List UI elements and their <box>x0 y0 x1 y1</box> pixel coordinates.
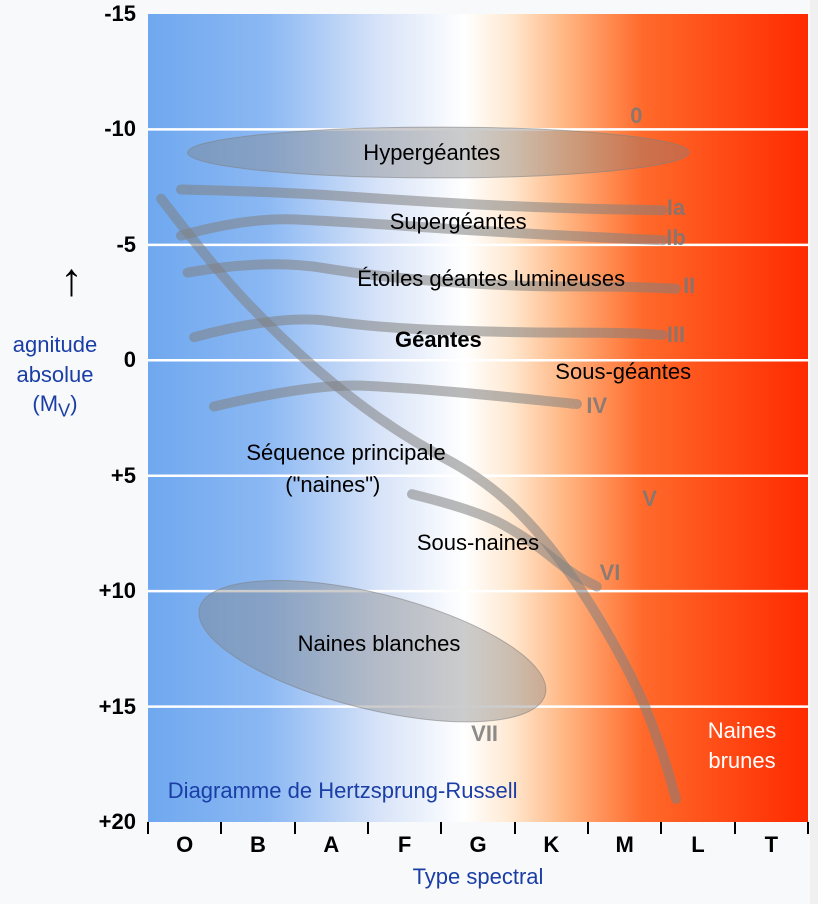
x-tick-label: M <box>615 832 633 858</box>
luminosity-class-0: 0 <box>630 103 642 129</box>
y-axis-title-close: ) <box>70 391 77 416</box>
y-axis-title-line2: absolue <box>16 362 93 387</box>
x-tick-label: A <box>323 832 339 858</box>
y-axis-arrow-icon: ↑ <box>60 252 83 306</box>
x-tick-mark <box>147 822 149 834</box>
region-label-subgiants: Sous-géantes <box>555 359 691 385</box>
x-axis-title: Type spectral <box>413 864 544 890</box>
brown-dwarfs-label: Nainesbrunes <box>708 716 776 778</box>
luminosity-class-VI: VI <box>600 560 621 586</box>
region-label-white_dwarfs: Naines blanches <box>298 631 461 657</box>
x-tick-mark <box>660 822 662 834</box>
y-tick-label: +5 <box>56 463 136 489</box>
y-tick-label: -10 <box>56 116 136 142</box>
y-tick-label: -15 <box>56 1 136 27</box>
x-tick-mark <box>294 822 296 834</box>
x-tick-mark <box>440 822 442 834</box>
y-axis-title-line3: (M <box>32 391 58 416</box>
x-tick-label: F <box>398 832 411 858</box>
y-axis-title-subscript: V <box>58 400 70 421</box>
x-tick-label: G <box>469 832 486 858</box>
region-label-bright_giants: Étoiles géantes lumineuses <box>357 266 625 292</box>
luminosity-class-Ia: Ia <box>667 195 685 221</box>
y-tick-label: +20 <box>56 809 136 835</box>
region-label-main_seq2: ("naines") <box>285 472 380 498</box>
plot-area <box>148 14 808 822</box>
x-tick-mark <box>807 822 809 834</box>
y-axis-title-line1: agnitude <box>13 332 97 357</box>
region-label-hypergiants: Hypergéantes <box>363 140 500 166</box>
x-tick-label: B <box>250 832 266 858</box>
hr-diagram: -15-10-50+5+10+15+20 OBAFGKMLT ↑ agnitud… <box>0 0 818 904</box>
luminosity-class-III: III <box>667 322 685 348</box>
y-tick-label: +15 <box>56 694 136 720</box>
x-tick-mark <box>367 822 369 834</box>
diagram-title: Diagramme de Hertzsprung-Russell <box>168 778 518 804</box>
y-axis-title: agnitude absolue (MV) <box>0 330 110 424</box>
region-label-subdwarfs: Sous-naines <box>417 530 539 556</box>
luminosity-class-IV: IV <box>586 393 607 419</box>
x-tick-label: K <box>543 832 559 858</box>
region-label-main_seq1: Séquence principale <box>246 440 445 466</box>
plot-svg <box>148 14 808 822</box>
luminosity-class-V: V <box>642 486 657 512</box>
x-tick-label: T <box>765 832 778 858</box>
region-label-giants: Géantes <box>395 327 482 353</box>
x-tick-mark <box>514 822 516 834</box>
x-tick-label: L <box>691 832 704 858</box>
luminosity-class-Ib: Ib <box>666 225 686 251</box>
x-tick-mark <box>734 822 736 834</box>
x-tick-label: O <box>176 832 193 858</box>
x-tick-mark <box>220 822 222 834</box>
region-label-supergiants: Supergéantes <box>390 209 527 235</box>
luminosity-class-II: II <box>683 273 695 299</box>
y-tick-label: +10 <box>56 578 136 604</box>
luminosity-class-VII: VII <box>471 721 498 747</box>
x-tick-mark <box>587 822 589 834</box>
scrollbar-stub <box>810 0 818 904</box>
